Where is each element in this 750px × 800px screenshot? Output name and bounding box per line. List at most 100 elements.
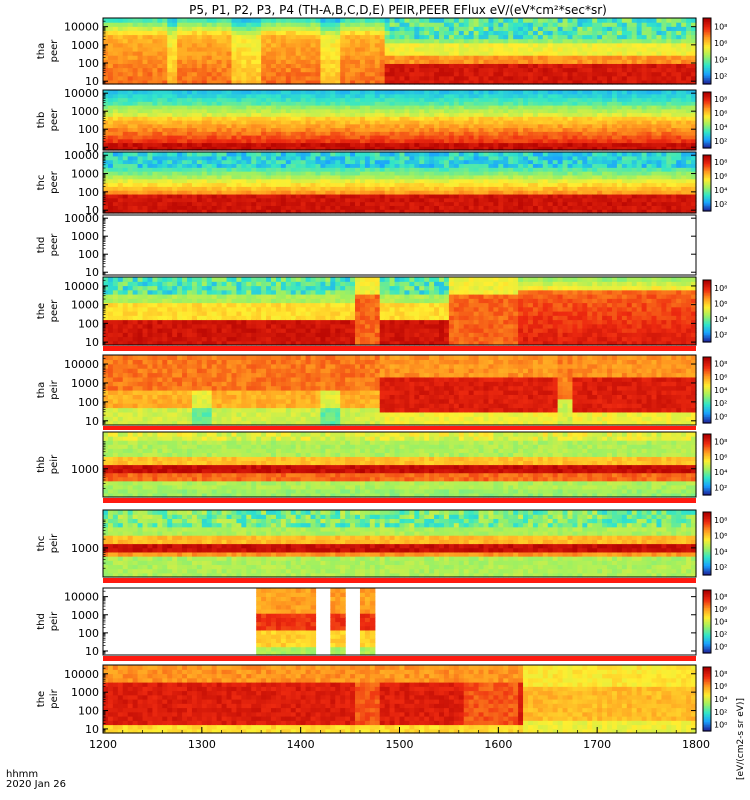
heatmap-cell: [542, 18, 549, 23]
heatmap-cell: [359, 75, 366, 81]
heatmap-cell: [182, 112, 188, 117]
heatmap-cell: [488, 67, 494, 73]
heatmap-cell: [142, 75, 149, 81]
heatmap-cell: [463, 67, 470, 73]
heatmap-cell: [636, 101, 643, 106]
heatmap-cell: [443, 22, 450, 27]
heatmap-cell: [567, 90, 574, 95]
heatmap-cell: [241, 152, 247, 157]
heatmap-cell: [300, 116, 307, 121]
heatmap-cell: [656, 105, 663, 110]
heatmap-cell: [157, 26, 163, 31]
heatmap-cell: [290, 30, 297, 36]
heatmap-cell: [295, 93, 302, 99]
heatmap-cell: [434, 71, 440, 77]
heatmap-cell: [137, 59, 144, 64]
heatmap-cell: [587, 67, 593, 73]
heatmap-cell: [409, 71, 415, 77]
heatmap-cell: [641, 101, 648, 106]
heatmap-cell: [147, 205, 154, 210]
heatmap-cell: [394, 97, 401, 102]
heatmap-cell: [172, 123, 178, 129]
heatmap-cell: [651, 105, 658, 110]
heatmap-cell: [191, 123, 198, 129]
heatmap-cell: [261, 108, 267, 114]
heatmap-cell: [241, 174, 247, 180]
heatmap-cell: [626, 138, 633, 144]
heatmap-cell: [676, 18, 682, 23]
heatmap-cell: [241, 59, 247, 64]
heatmap-cell: [641, 142, 648, 147]
heatmap-cell: [285, 46, 292, 52]
heatmap-cell: [552, 112, 559, 117]
heatmap-cell: [656, 146, 663, 151]
heatmap-cell: [295, 101, 302, 106]
heatmap-cell: [359, 67, 366, 73]
heatmap-cell: [103, 97, 109, 102]
heatmap-cell: [191, 201, 198, 206]
heatmap-cell: [206, 182, 213, 187]
heatmap-cell: [384, 120, 391, 125]
heatmap-cell: [409, 105, 415, 110]
heatmap-cell: [355, 146, 361, 151]
heatmap-cell: [463, 97, 470, 102]
heatmap-cell: [355, 75, 361, 81]
heatmap-cell: [448, 93, 455, 99]
heatmap-cell: [246, 193, 252, 199]
heatmap-cell: [335, 38, 341, 44]
heatmap-cell: [602, 46, 608, 52]
heatmap-cell: [231, 67, 238, 73]
heatmap-cell: [602, 90, 608, 95]
colorbar-swatch: [703, 36, 711, 39]
heatmap-cell: [636, 127, 643, 132]
heatmap-cell: [671, 51, 677, 56]
heatmap-cell: [226, 174, 233, 180]
colorbar-swatch: [703, 64, 711, 67]
heatmap-cell: [310, 146, 317, 151]
heatmap-cell: [117, 93, 124, 99]
heatmap-cell: [107, 155, 114, 161]
heatmap-cell: [320, 22, 326, 27]
colorbar-tick-label: 10⁸: [714, 95, 727, 104]
heatmap-cell: [271, 186, 277, 191]
heatmap-cell: [345, 159, 351, 165]
heatmap-cell: [409, 51, 415, 56]
heatmap-cell: [508, 22, 514, 27]
heatmap-cell: [340, 26, 346, 31]
heatmap-cell: [597, 22, 603, 27]
heatmap-cell: [532, 146, 539, 151]
heatmap-cell: [399, 201, 406, 206]
heatmap-cell: [261, 205, 267, 210]
heatmap-cell: [547, 38, 554, 44]
heatmap-cell: [592, 38, 598, 44]
heatmap-cell: [611, 97, 618, 102]
heatmap-cell: [542, 112, 549, 117]
heatmap-cell: [290, 186, 297, 191]
heatmap-cell: [359, 105, 366, 110]
heatmap-cell: [577, 138, 583, 144]
heatmap-cell: [345, 105, 351, 110]
heatmap-cell: [226, 38, 233, 44]
heatmap-cell: [290, 79, 297, 85]
heatmap-cell: [404, 90, 410, 95]
heatmap-cell: [369, 152, 376, 157]
heatmap-cell: [290, 93, 297, 99]
heatmap-cell: [107, 71, 114, 77]
heatmap-cell: [443, 116, 450, 121]
heatmap-cell: [424, 116, 430, 121]
heatmap-cell: [295, 51, 302, 56]
heatmap-cell: [226, 79, 233, 85]
heatmap-cell: [547, 75, 554, 81]
heatmap-cell: [256, 182, 262, 187]
heatmap-cell: [127, 135, 134, 140]
heatmap-cell: [468, 46, 475, 52]
heatmap-cell: [592, 55, 598, 60]
heatmap-cell: [439, 59, 445, 64]
heatmap-cell: [280, 34, 287, 40]
heatmap-cell: [424, 135, 430, 140]
heatmap-cell: [448, 26, 455, 31]
heatmap-cell: [661, 34, 667, 40]
heatmap-cell: [567, 123, 574, 129]
heatmap-cell: [335, 142, 341, 147]
